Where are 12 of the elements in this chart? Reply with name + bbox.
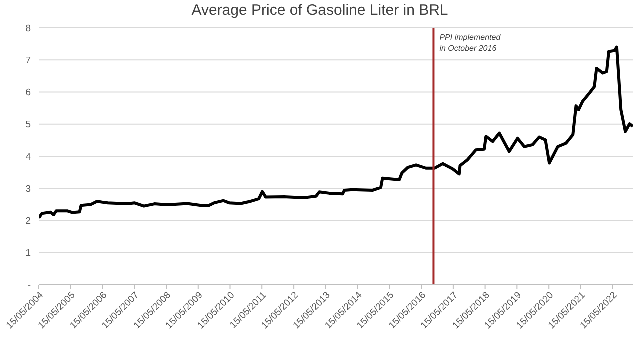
y-tick-label: 1 <box>26 248 31 260</box>
y-tick-label: 2 <box>26 216 31 228</box>
ref-line-label: PPI implemented in October 2016 <box>440 33 502 53</box>
y-tick-label: 4 <box>26 152 31 163</box>
y-tick-label: 5 <box>26 120 31 131</box>
y-tick-label: 3 <box>26 184 31 195</box>
y-tick-label: 8 <box>26 23 31 34</box>
y-tick-label: 6 <box>26 88 31 99</box>
line-series <box>39 46 633 220</box>
chart-title: Average Price of Gasoline Liter in BRL <box>190 2 450 19</box>
y-tick-label: - <box>28 280 31 292</box>
y-tick-label: 7 <box>26 56 31 66</box>
